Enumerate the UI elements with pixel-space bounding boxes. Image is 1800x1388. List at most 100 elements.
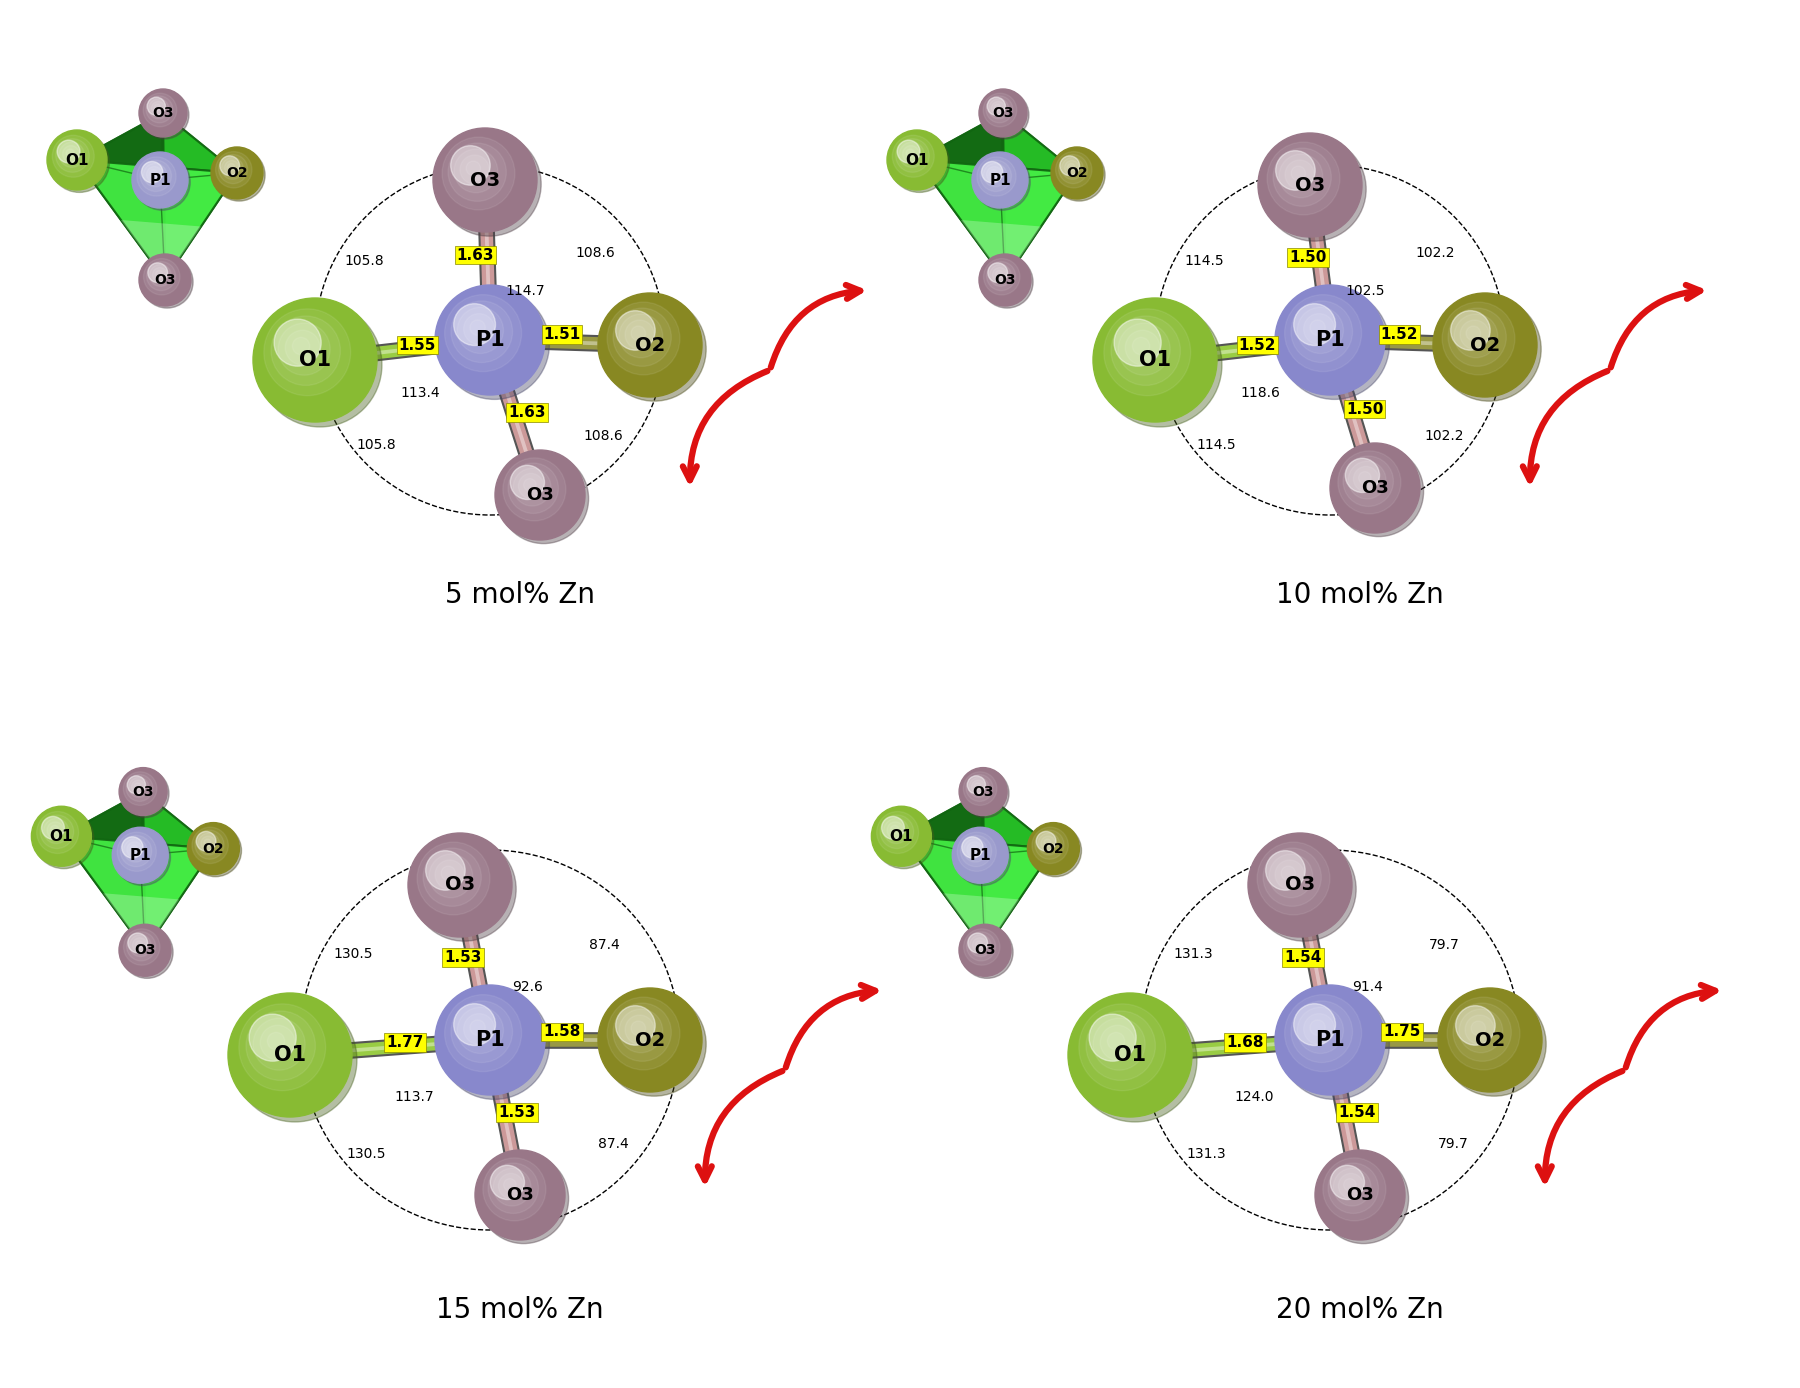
Text: O2: O2 [1066,167,1087,180]
Polygon shape [983,791,1053,951]
Text: 105.8: 105.8 [344,254,383,268]
Circle shape [445,294,522,372]
Text: O3: O3 [445,876,475,894]
Circle shape [598,293,702,397]
Circle shape [140,160,171,192]
Text: O3: O3 [135,944,157,958]
Circle shape [1453,1004,1512,1062]
Polygon shape [916,112,1004,280]
Circle shape [52,135,94,178]
Circle shape [221,157,243,179]
Text: P1: P1 [475,330,504,350]
Circle shape [211,147,263,198]
Text: O2: O2 [203,841,225,855]
Circle shape [979,254,1031,305]
Circle shape [1107,1033,1125,1049]
Circle shape [149,265,171,286]
Circle shape [986,167,1003,182]
Circle shape [988,99,1008,119]
Circle shape [31,806,92,866]
Circle shape [232,998,356,1122]
Circle shape [1447,308,1507,366]
Text: 118.6: 118.6 [1240,386,1280,400]
Text: O3: O3 [506,1185,535,1203]
Circle shape [495,450,585,540]
Circle shape [1073,998,1197,1122]
Circle shape [1067,992,1192,1117]
Polygon shape [77,112,166,280]
Circle shape [1348,461,1386,500]
Polygon shape [77,112,238,174]
Circle shape [1298,307,1343,354]
Text: 79.7: 79.7 [1438,1138,1469,1152]
Circle shape [1310,1020,1325,1035]
Circle shape [220,155,239,176]
Text: O2: O2 [227,167,248,180]
Text: O3: O3 [992,105,1013,119]
Text: 130.5: 130.5 [333,948,373,962]
Circle shape [972,938,986,952]
Polygon shape [121,221,202,280]
Circle shape [1093,1019,1145,1070]
Text: 1.50: 1.50 [1289,250,1327,265]
Circle shape [229,992,353,1117]
Circle shape [1294,304,1336,346]
Circle shape [119,924,171,976]
Circle shape [144,258,180,296]
Circle shape [891,826,898,834]
Circle shape [284,330,320,365]
Circle shape [1285,294,1361,372]
Circle shape [1267,142,1339,215]
Circle shape [1040,836,1055,851]
Circle shape [504,1178,517,1191]
Circle shape [1454,314,1498,358]
Circle shape [126,841,142,858]
Circle shape [59,142,85,168]
Circle shape [1274,861,1305,890]
Circle shape [439,290,549,400]
Text: 114.5: 114.5 [1197,439,1237,452]
Circle shape [1330,1166,1364,1199]
Circle shape [464,314,495,344]
Circle shape [124,929,160,965]
Circle shape [995,271,1003,278]
FancyArrowPatch shape [1625,985,1715,1067]
Text: 108.6: 108.6 [576,246,616,260]
Circle shape [1339,1173,1364,1199]
Circle shape [970,934,992,956]
Circle shape [49,132,110,193]
Circle shape [1323,1158,1386,1221]
Circle shape [1093,298,1217,422]
Text: 92.6: 92.6 [513,980,544,994]
Polygon shape [61,836,214,951]
Circle shape [1354,466,1379,491]
Text: O1: O1 [65,153,88,168]
Circle shape [470,319,486,336]
Circle shape [1291,301,1352,362]
Circle shape [1053,149,1105,201]
FancyArrowPatch shape [1523,371,1607,480]
Circle shape [493,1169,531,1206]
Text: P1: P1 [990,172,1012,187]
Circle shape [972,780,985,794]
Circle shape [967,776,986,794]
Circle shape [499,1173,524,1199]
Circle shape [959,924,1012,976]
Text: 10 mol% Zn: 10 mol% Zn [1276,582,1444,609]
Circle shape [992,268,1006,282]
Circle shape [121,926,173,979]
Circle shape [1058,154,1087,183]
Circle shape [418,843,490,915]
Circle shape [247,1010,315,1080]
FancyArrowPatch shape [698,1072,783,1180]
Circle shape [499,454,589,544]
Circle shape [625,1015,653,1044]
Text: 1.75: 1.75 [1384,1024,1420,1040]
Circle shape [1343,1178,1355,1191]
Circle shape [614,1004,671,1062]
Text: O1: O1 [274,1045,306,1065]
Circle shape [616,1006,655,1045]
Circle shape [437,132,542,236]
Circle shape [139,254,191,305]
Circle shape [40,815,74,848]
